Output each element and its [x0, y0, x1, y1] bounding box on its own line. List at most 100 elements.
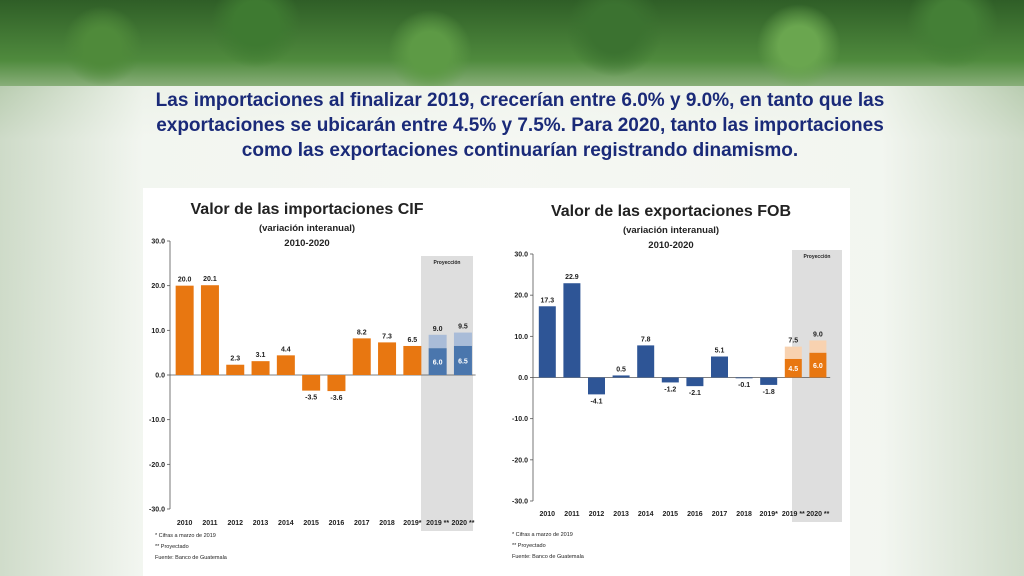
- imports-bar-2014: [276, 355, 295, 375]
- imports-category-label: 2019*: [403, 520, 422, 527]
- imports-value-label: 4.4: [281, 346, 291, 353]
- exports-footnote: ** Proyectado: [512, 543, 546, 549]
- exports-projection-high-label: 7.5: [788, 338, 798, 345]
- exports-category-label: 2019 **: [782, 511, 805, 518]
- imports-y-tick-label: 10.0: [151, 328, 165, 335]
- imports-category-label: 2017: [354, 520, 370, 527]
- exports-value-label: 7.8: [641, 336, 651, 343]
- exports-value-label: -1.2: [664, 386, 676, 393]
- exports-bar-2015: [661, 377, 679, 383]
- imports-chart: Valor de las importaciones CIF (variación…: [149, 201, 476, 561]
- exports-value-label: 0.5: [616, 366, 626, 373]
- exports-footnote: * Cifras a marzo de 2019: [512, 532, 573, 538]
- imports-projection-label: Proyección: [434, 260, 461, 266]
- imports-projection-low-bar: [428, 348, 447, 375]
- imports-projection-background: [421, 256, 473, 531]
- exports-bar-2012: [588, 377, 605, 395]
- exports-footnote: Fuente: Banco de Guatemala: [512, 554, 585, 560]
- exports-category-label: 2016: [687, 511, 703, 518]
- imports-category-label: 2015: [303, 520, 319, 527]
- exports-y-tick-label: 30.0: [514, 252, 528, 259]
- exports-projection-low-bar: [784, 358, 802, 378]
- exports-bar-2011: [563, 283, 581, 378]
- exports-category-label: 2017: [712, 511, 728, 518]
- exports-value-label: -4.1: [590, 398, 602, 405]
- exports-category-label: 2011: [564, 511, 579, 518]
- exports-projection-low-bar: [809, 352, 827, 378]
- imports-projection-high-bar: [453, 332, 472, 346]
- imports-projection-low-label: 6.0: [433, 360, 443, 367]
- imports-value-label: 20.1: [203, 276, 217, 283]
- imports-chart-subtitle: (variación interanual): [259, 223, 355, 234]
- exports-bar-2014: [637, 345, 655, 378]
- imports-value-label: 6.5: [407, 337, 417, 344]
- exports-chart-title: Valor de las exportaciones FOB: [551, 203, 791, 220]
- exports-y-tick-label: 20.0: [514, 293, 528, 300]
- imports-value-label: -3.5: [305, 395, 317, 402]
- exports-category-label: 2010: [540, 511, 556, 518]
- imports-category-label: 2016: [329, 520, 345, 527]
- exports-value-label: -2.1: [689, 390, 701, 397]
- imports-y-tick-label: -20.0: [149, 462, 165, 469]
- imports-value-label: 7.3: [382, 333, 392, 340]
- imports-value-label: 3.1: [256, 352, 266, 359]
- imports-y-tick-label: 30.0: [151, 239, 165, 246]
- imports-category-label: 2010: [177, 520, 193, 527]
- imports-bar-2010: [175, 285, 194, 375]
- exports-y-tick-label: -10.0: [512, 416, 528, 423]
- imports-category-label: 2011: [202, 520, 217, 527]
- imports-value-label: -3.6: [330, 395, 342, 402]
- imports-y-tick-label: -10.0: [149, 417, 165, 424]
- exports-category-label: 2013: [613, 511, 629, 518]
- imports-projection-low-bar: [453, 345, 472, 375]
- imports-category-label: 2014: [278, 520, 294, 527]
- imports-footnote: * Cifras a marzo de 2019: [155, 533, 216, 539]
- exports-chart-period: 2010-2020: [648, 240, 693, 251]
- exports-value-label: 5.1: [715, 348, 725, 355]
- exports-category-label: 2012: [589, 511, 605, 518]
- exports-category-label: 2020 **: [806, 511, 829, 518]
- imports-category-label: 2013: [253, 520, 269, 527]
- imports-projection-high-bar: [428, 334, 447, 349]
- exports-projection-label: Proyección: [804, 254, 831, 260]
- exports-bar-2016: [686, 377, 704, 387]
- imports-bar-2017: [352, 338, 371, 375]
- exports-category-label: 2014: [638, 511, 654, 518]
- exports-projection-low-label: 4.5: [788, 366, 798, 373]
- imports-bar-2018: [378, 342, 397, 375]
- imports-value-label: 8.2: [357, 329, 367, 336]
- charts-panel: Valor de las importaciones CIF (variación…: [143, 188, 850, 576]
- exports-chart-subtitle: (variación interanual): [623, 225, 719, 236]
- imports-footnote: Fuente: Banco de Guatemala: [155, 555, 228, 561]
- exports-value-label: -1.8: [763, 389, 775, 396]
- exports-bar-2018: [735, 377, 753, 379]
- exports-chart: Valor de las exportaciones FOB (variación…: [512, 203, 842, 560]
- exports-bar-2017: [711, 356, 728, 378]
- imports-chart-title: Valor de las importaciones CIF: [191, 201, 424, 218]
- imports-bar-2016: [327, 375, 346, 392]
- imports-category-label: 2012: [227, 520, 243, 527]
- imports-projection-high-label: 9.0: [433, 326, 443, 333]
- imports-chart-period: 2010-2020: [284, 238, 329, 249]
- exports-y-tick-label: -20.0: [512, 457, 528, 464]
- exports-projection-low-label: 6.0: [813, 363, 823, 370]
- imports-category-label: 2020 **: [451, 520, 474, 527]
- exports-y-tick-label: 10.0: [514, 334, 528, 341]
- exports-bar-2010: [538, 306, 556, 378]
- exports-projection-high-label: 9.0: [813, 331, 823, 338]
- imports-bar-2013: [251, 361, 270, 375]
- exports-projection-high-bar: [809, 340, 827, 353]
- exports-projection-background: [792, 250, 842, 522]
- imports-value-label: 20.0: [178, 277, 192, 284]
- exports-y-tick-label: 0.0: [518, 375, 528, 382]
- imports-bar-2019: [403, 345, 422, 375]
- exports-projection-high-bar: [784, 346, 802, 359]
- exports-y-tick-label: -30.0: [512, 499, 528, 506]
- exports-category-label: 2019*: [760, 511, 779, 518]
- exports-value-label: 17.3: [540, 297, 554, 304]
- imports-y-tick-label: -30.0: [149, 507, 165, 514]
- imports-bar-2011: [200, 285, 219, 375]
- imports-y-tick-label: 20.0: [151, 283, 165, 290]
- exports-value-label: 22.9: [565, 274, 579, 281]
- exports-category-label: 2015: [663, 511, 679, 518]
